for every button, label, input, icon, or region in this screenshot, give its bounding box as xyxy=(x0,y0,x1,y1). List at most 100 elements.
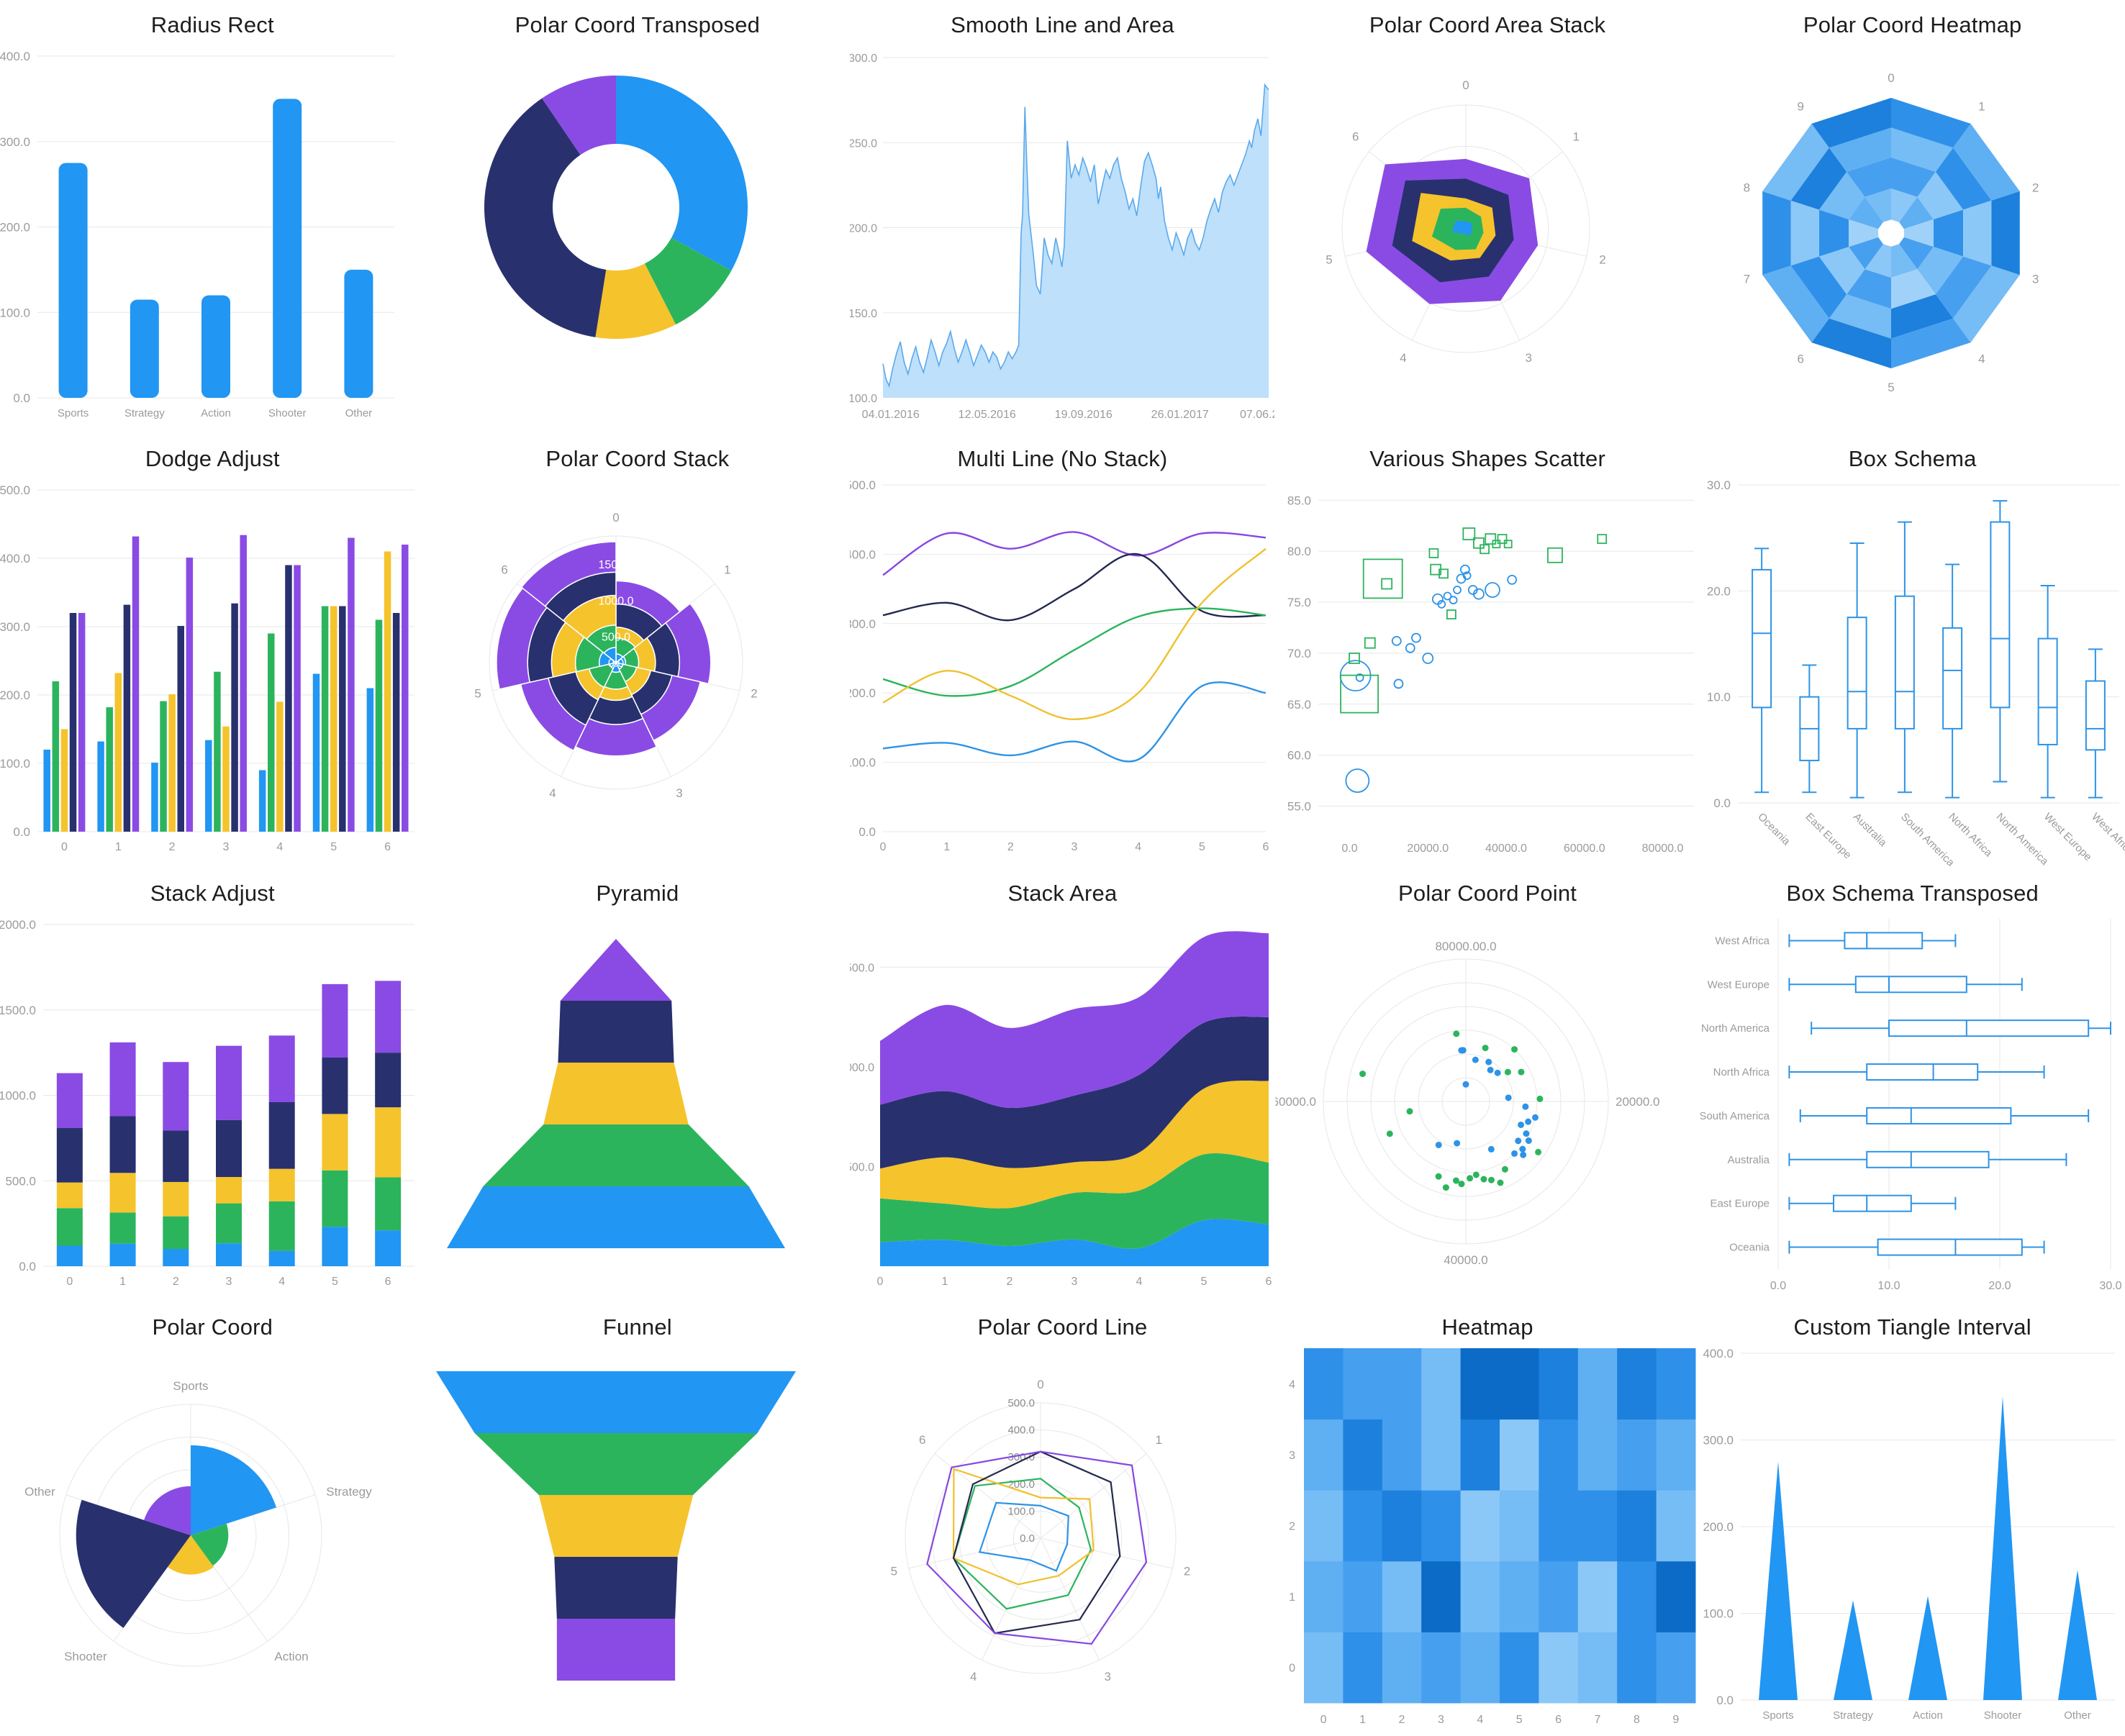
polar-axis-label: 5 xyxy=(1326,253,1332,266)
x-axis-label: 20.0 xyxy=(1988,1280,2011,1292)
chart-canvas-multi-line: 0.0 100.0 200.0 300.0 400.0 500.0 0 1 2 3 4 5 6 xyxy=(850,478,1269,853)
polar-axis-label: 4 xyxy=(1978,353,1985,366)
radial-tick-label: 40000.0 xyxy=(1444,1253,1487,1267)
y-axis-label: 2000.0 xyxy=(0,918,36,932)
donut-slice xyxy=(595,263,676,340)
y-axis-label: West Africa xyxy=(1715,935,1770,947)
y-axis-label: 85.0 xyxy=(1287,494,1311,508)
chart-title: Stack Adjust xyxy=(150,880,275,906)
chart-canvas-heatmap: 0 1 2 3 4 0 1 2 3 4 5 6 7 8 9 xyxy=(1289,1348,1696,1726)
chart-title: Polar Coord Point xyxy=(1398,880,1577,906)
scatter-circle xyxy=(1443,591,1452,601)
chart-panel-polar-coord: Polar Coord Sports Strategy Action Shooter O… xyxy=(0,1302,425,1736)
chart-canvas-stack-area: 500.0 1000.0 1500.0 0 1 2 3 4 5 6 xyxy=(850,930,1272,1288)
y-axis-label: 0.0 xyxy=(14,391,31,405)
heat-cell xyxy=(1343,1419,1383,1491)
triangle-bar xyxy=(1908,1596,1947,1700)
y-axis-label: 30.0 xyxy=(1707,478,1731,492)
heat-cell xyxy=(1829,127,1891,172)
stack-segment xyxy=(57,1207,83,1245)
radial-tick-label: 400.0 xyxy=(1008,1424,1036,1436)
stack-segment xyxy=(269,1101,296,1169)
chart-title: Pyramid xyxy=(596,880,679,906)
heat-cell xyxy=(1382,1348,1422,1419)
chart-title: Polar Coord Area Stack xyxy=(1369,12,1606,37)
y-axis-label: Australia xyxy=(1727,1153,1770,1165)
heat-cell xyxy=(1865,188,1891,222)
chart-panel-polar-coord-line: Polar Coord Line 0 1 2 3 4 5 6 0.0 100.0 200.0 300… xyxy=(850,1302,1275,1736)
point xyxy=(1525,1137,1532,1144)
scatter-square xyxy=(1473,537,1485,549)
heat-cell xyxy=(1890,157,1936,197)
y-axis-label: 200.0 xyxy=(850,223,877,235)
stack-segment xyxy=(109,1243,136,1266)
bar xyxy=(168,694,176,832)
bar xyxy=(273,99,302,399)
heat-cell xyxy=(1962,200,1992,266)
chart-canvas-smooth-line-area: 100.0 150.0 200.0 250.0 300.0 04.01.2016 12.05… xyxy=(850,53,1274,421)
point xyxy=(1519,1145,1526,1153)
x-axis-label: 6 xyxy=(384,841,391,853)
heat-cell xyxy=(1846,157,1891,197)
chart-canvas-pyramid xyxy=(446,938,785,1248)
stack-segment xyxy=(322,1226,348,1266)
point xyxy=(1435,1173,1442,1180)
stack-segment xyxy=(269,1035,296,1102)
x-axis-label: 7 xyxy=(1595,1714,1601,1726)
x-axis-label: 04.01.2016 xyxy=(862,409,920,421)
funnel-layer xyxy=(554,1556,678,1619)
y-axis-label: 300.0 xyxy=(850,53,877,65)
chart-canvas-box-schema-transposed: 0.0 10.0 20.0 30.0 West Africa West Europe Nor… xyxy=(1700,918,2121,1292)
heat-cell xyxy=(1917,247,1963,295)
heat-cell xyxy=(1460,1348,1500,1419)
rose-sector xyxy=(76,1499,191,1628)
polar-axis-label: 3 xyxy=(676,786,682,800)
chart-canvas-funnel xyxy=(435,1371,796,1681)
point xyxy=(1535,1148,1542,1155)
heat-cell xyxy=(1382,1560,1422,1632)
point xyxy=(1525,1118,1532,1125)
stack-segment xyxy=(269,1250,296,1266)
point xyxy=(1359,1070,1367,1077)
polar-axis-label: 3 xyxy=(2032,273,2039,286)
heat-cell xyxy=(1933,209,1963,257)
x-axis-label: Action xyxy=(201,407,231,419)
heat-cell xyxy=(1500,1348,1539,1419)
scatter-square xyxy=(1364,637,1376,649)
y-axis-label: 100.0 xyxy=(850,393,877,405)
triangle-bar xyxy=(1758,1461,1798,1700)
heat-cell xyxy=(1500,1560,1539,1632)
radar-line xyxy=(953,1468,1095,1586)
pyramid-layer xyxy=(560,938,672,1001)
y-axis-label: Oceania xyxy=(1729,1241,1770,1253)
radial-tick-label: 100.0 xyxy=(1008,1505,1036,1517)
heat-cell xyxy=(1421,1419,1462,1491)
x-axis-label: 2 xyxy=(173,1276,179,1288)
chart-title: Smooth Line and Area xyxy=(951,12,1174,37)
heat-cell xyxy=(1539,1560,1579,1632)
bar xyxy=(70,613,77,832)
polar-axis-label: 0 xyxy=(1462,78,1469,92)
point xyxy=(1504,1068,1511,1076)
point xyxy=(1522,1103,1529,1110)
point xyxy=(1459,1046,1467,1053)
bar xyxy=(330,606,337,832)
polar-stack-segment xyxy=(664,603,712,685)
triangle-bar xyxy=(1983,1396,2022,1700)
y-axis-label: 500.0 xyxy=(0,483,30,497)
area-line xyxy=(882,83,1270,388)
pyramid-layer xyxy=(543,1062,689,1124)
box-body xyxy=(1844,931,1923,949)
stack-segment xyxy=(163,1216,189,1249)
stack-segment xyxy=(109,1172,136,1212)
scatter-circle xyxy=(1449,596,1458,605)
heat-cell xyxy=(1304,1419,1344,1491)
x-axis-label: 5 xyxy=(1199,841,1205,853)
funnel-layer xyxy=(556,1618,676,1681)
bar xyxy=(60,729,68,832)
heat-cell xyxy=(1762,265,1829,343)
box-body xyxy=(1942,627,1962,730)
chart-title: Box Schema xyxy=(1848,446,1977,472)
heat-cell xyxy=(1577,1348,1618,1419)
chart-canvas-polar-coord-heatmap: 0 1 2 3 4 5 6 7 8 9 xyxy=(1743,71,2039,394)
